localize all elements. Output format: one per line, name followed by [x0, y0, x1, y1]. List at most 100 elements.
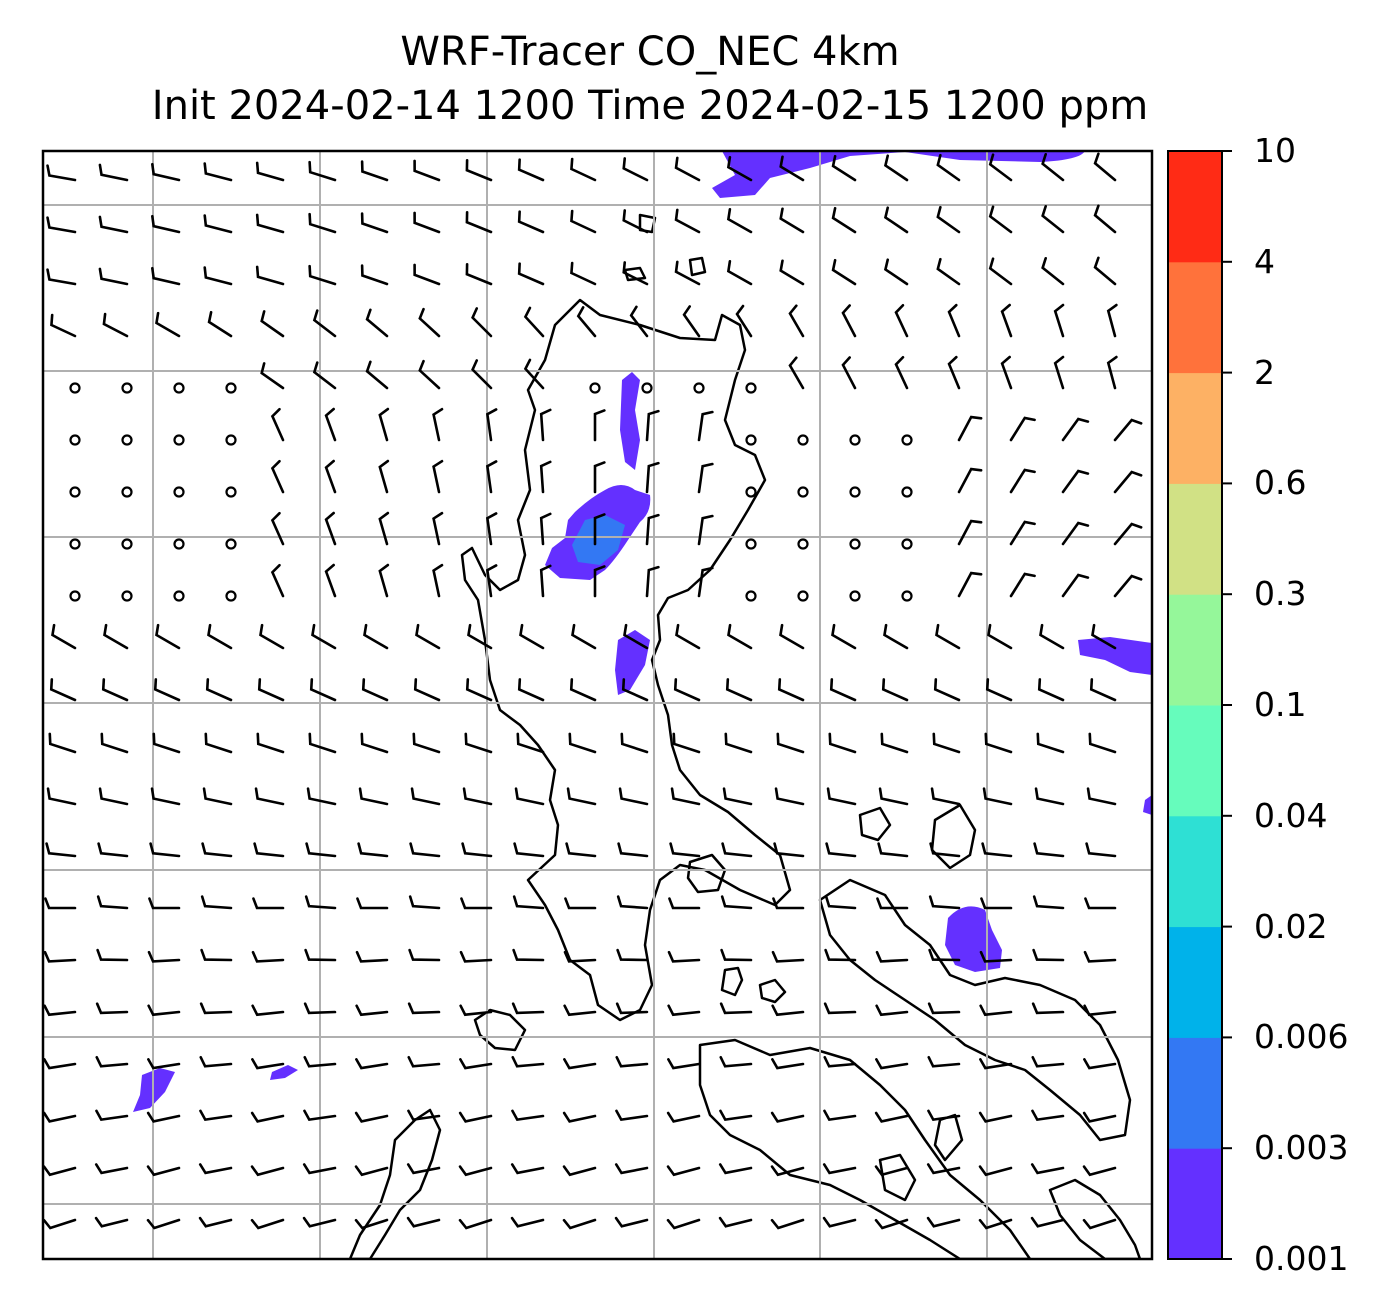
- wind-barb: [462, 787, 493, 806]
- colorbar-tick-label: 0.006: [1254, 1017, 1349, 1057]
- wind-barb: [408, 895, 441, 910]
- wind-barb: [512, 948, 545, 962]
- wind-barb: [96, 895, 129, 910]
- wind-barb: [324, 407, 337, 442]
- wind-barb: [936, 153, 961, 182]
- colorbar: [1168, 150, 1232, 1260]
- wind-barb: [102, 312, 129, 338]
- wind-barb: [485, 512, 498, 546]
- wind-barb: [1031, 1109, 1065, 1122]
- wind-barb: [788, 304, 805, 338]
- colorbar-segment: [1168, 705, 1222, 817]
- wind-barb: [1009, 572, 1036, 598]
- wind-barb: [207, 623, 233, 650]
- wind-barb: [773, 842, 805, 858]
- wind-barb: [205, 678, 233, 702]
- wind-barb: [1113, 418, 1143, 442]
- wind-barb: [324, 563, 337, 598]
- wind-calm-circle: [849, 538, 861, 550]
- wind-barb: [936, 257, 961, 286]
- wind-barb: [645, 409, 660, 442]
- wind-barb: [667, 1058, 701, 1070]
- wind-barb: [460, 897, 493, 910]
- wind-barb: [1032, 895, 1065, 910]
- wind-calm-circle: [225, 486, 237, 498]
- wind-barb: [306, 787, 337, 806]
- wind-barb: [147, 1058, 181, 1070]
- wind-barb: [363, 623, 389, 650]
- colorbar-tick-label: 10: [1254, 131, 1296, 170]
- wind-barb: [718, 1163, 753, 1175]
- wind-barb: [202, 787, 233, 806]
- wind-calm-circle: [797, 538, 809, 550]
- wind-barb: [51, 623, 77, 650]
- wind-barb: [726, 208, 753, 234]
- wind-barb: [146, 1111, 181, 1123]
- wind-barb: [824, 948, 857, 962]
- coastline-east-peninsula: [818, 878, 1132, 1142]
- wind-barb: [984, 732, 1013, 754]
- wind-barb: [622, 261, 649, 286]
- wind-barb: [46, 216, 77, 234]
- wind-barb: [622, 157, 649, 182]
- wind-barb: [823, 1109, 857, 1122]
- wind-barb: [1053, 303, 1065, 338]
- wind-barb: [459, 1004, 493, 1017]
- wind-barb: [988, 257, 1013, 286]
- wind-barb: [877, 842, 909, 858]
- wind-barb: [98, 215, 129, 234]
- wind-barb: [875, 1004, 909, 1017]
- wind-barb: [1083, 1058, 1117, 1070]
- wind-barb: [510, 1163, 545, 1175]
- wind-barb: [674, 208, 701, 234]
- wind-barb: [304, 948, 337, 962]
- wind-barb: [311, 623, 337, 650]
- wind-barb: [841, 304, 857, 338]
- wind-barb: [199, 1109, 233, 1122]
- wind-barb: [726, 156, 753, 182]
- wind-calm-circle: [745, 434, 757, 446]
- wind-barb: [883, 258, 909, 286]
- wind-barb: [1031, 1002, 1065, 1015]
- wind-barb: [250, 1218, 285, 1230]
- wind-barb: [822, 1163, 857, 1175]
- wind-barb: [980, 897, 1013, 910]
- wind-calm-circle: [225, 590, 237, 602]
- coastline-south-bay-2: [933, 1113, 964, 1162]
- wind-calm-circle: [225, 434, 237, 446]
- wind-barb: [259, 623, 285, 650]
- wind-barb: [485, 564, 498, 598]
- wind-barb: [413, 159, 441, 182]
- wind-barb: [511, 1055, 545, 1068]
- wind-barb: [874, 1111, 909, 1123]
- wind-barb: [615, 1055, 649, 1068]
- map-frame: [41, 149, 1154, 1261]
- map-plot-area: [43, 151, 1152, 1259]
- colorbar-segment: [1168, 1148, 1222, 1260]
- colorbar-segment: [1168, 926, 1222, 1038]
- wind-barb: [1113, 574, 1143, 598]
- wind-barb: [720, 948, 753, 962]
- wind-barb: [432, 407, 444, 442]
- wind-barb: [98, 163, 129, 182]
- wind-barb: [881, 678, 909, 702]
- wind-barb: [539, 564, 552, 598]
- wind-barb: [539, 460, 552, 494]
- wind-barb: [770, 1111, 805, 1123]
- wind-calm-circle: [69, 382, 81, 394]
- wind-barb: [95, 1002, 129, 1015]
- wind-calm-circle: [69, 538, 81, 550]
- wind-barb: [617, 842, 649, 858]
- wind-barb: [308, 160, 337, 182]
- wind-barb: [1041, 152, 1065, 182]
- wind-calm-circle: [797, 486, 809, 498]
- wind-barb: [666, 1165, 701, 1177]
- wind-barb: [883, 206, 909, 234]
- wind-barb: [771, 1058, 805, 1070]
- wind-barb: [465, 210, 493, 234]
- wind-barb: [988, 205, 1013, 234]
- wind-barb: [303, 1055, 337, 1068]
- concentration-patch-north: [712, 151, 1085, 198]
- wind-barb: [432, 511, 444, 546]
- wind-barb: [727, 623, 753, 650]
